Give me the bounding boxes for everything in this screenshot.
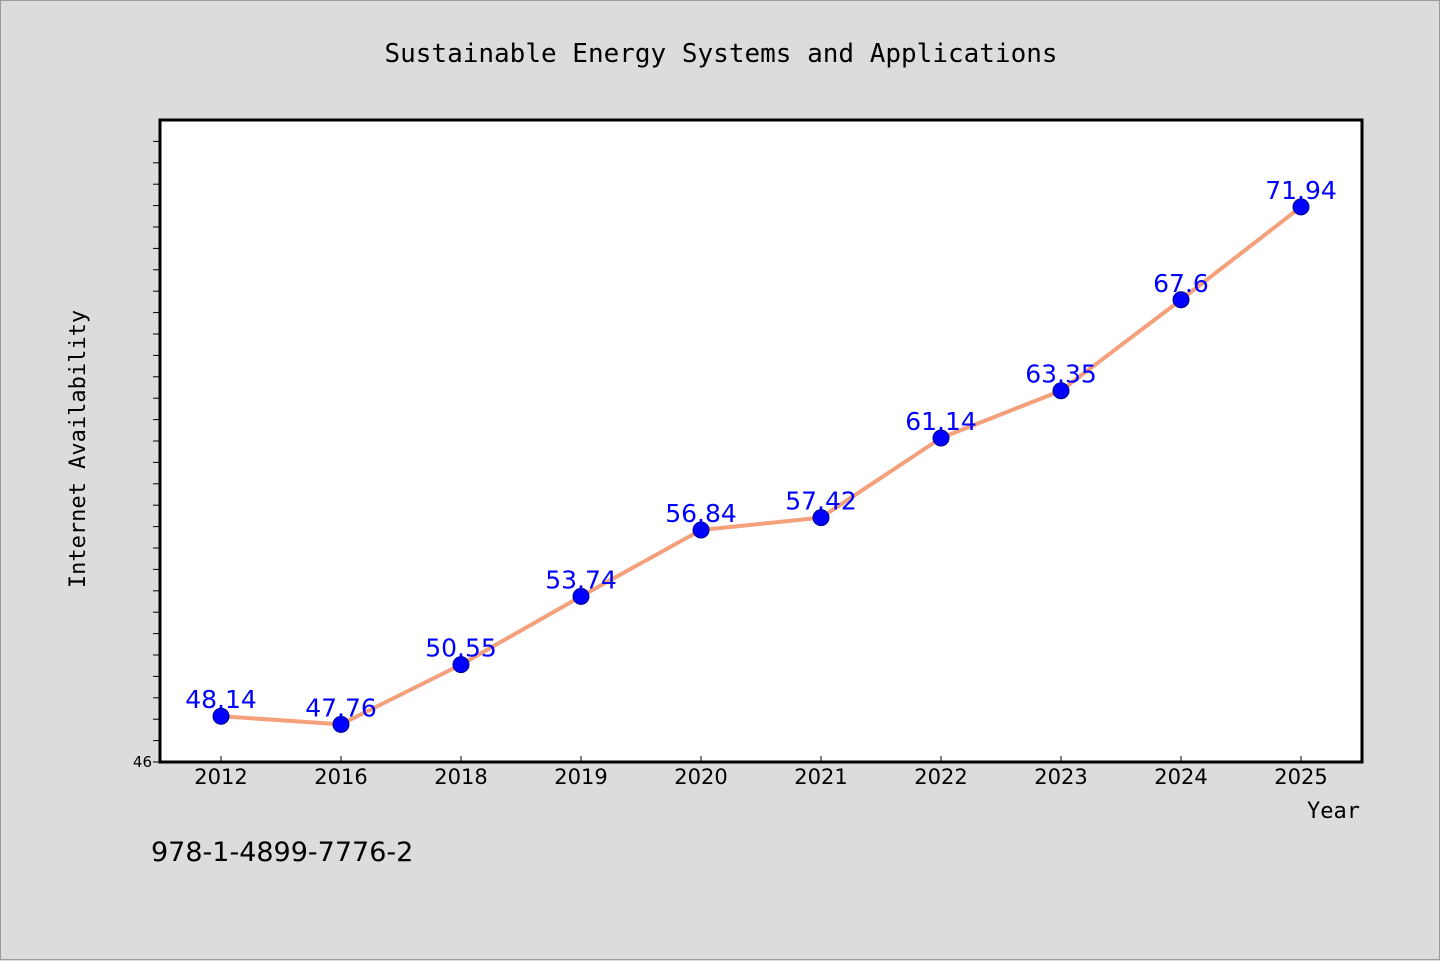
data-point xyxy=(1172,291,1190,309)
x-tick-label: 2019 xyxy=(554,765,607,789)
data-label: 47.76 xyxy=(305,693,377,722)
data-label: 53.74 xyxy=(545,565,617,594)
x-tick-label: 2021 xyxy=(794,765,847,789)
isbn-text: 978-1-4899-7776-2 xyxy=(151,837,414,868)
y-tick-label: 46 xyxy=(133,753,152,771)
x-tick-label: 2018 xyxy=(434,765,487,789)
data-label: 61.14 xyxy=(905,407,977,436)
data-label: 50.55 xyxy=(425,634,497,663)
x-axis-label: Year xyxy=(1307,799,1360,824)
data-point xyxy=(1292,198,1310,216)
data-point xyxy=(452,656,470,674)
chart-title: Sustainable Energy Systems and Applicati… xyxy=(384,39,1057,69)
data-label: 63.35 xyxy=(1025,360,1097,389)
data-point xyxy=(332,715,350,733)
x-tick-label: 2024 xyxy=(1154,765,1207,789)
series-line xyxy=(220,205,1303,727)
data-label: 57.42 xyxy=(785,487,857,516)
data-label: 67.6 xyxy=(1153,269,1209,298)
y-axis-ticks: 46 xyxy=(133,140,160,771)
data-point xyxy=(812,509,830,527)
isbn-text-wrapper: 978-1-4899-7776-2 xyxy=(151,837,413,868)
data-label: 48.14 xyxy=(185,685,257,714)
data-labels-layer: 48.14 47.76 50.55 53.74 56.84 57.42 61.14 63.35… xyxy=(185,176,1337,722)
data-point xyxy=(932,429,950,447)
data-label: 71.94 xyxy=(1265,176,1337,205)
data-point xyxy=(1052,382,1070,400)
y-axis-label: Internet Availability xyxy=(66,310,91,588)
data-label: 56.84 xyxy=(665,499,737,528)
x-tick-label: 2025 xyxy=(1274,765,1327,789)
data-point xyxy=(212,707,230,725)
x-tick-label: 2020 xyxy=(674,765,727,789)
points-layer xyxy=(212,198,1310,733)
x-tick-label: 2012 xyxy=(194,765,247,789)
x-tick-label: 2016 xyxy=(314,765,367,789)
data-point xyxy=(692,521,710,539)
plot-area xyxy=(158,118,1364,764)
x-tick-label: 2023 xyxy=(1034,765,1087,789)
series-layer xyxy=(220,205,1303,727)
data-point xyxy=(572,587,590,605)
x-axis-ticks: 2012 2016 2018 2019 2020 2021 2022 2023 2024 2025 xyxy=(194,756,1328,789)
x-tick-label: 2022 xyxy=(914,765,967,789)
